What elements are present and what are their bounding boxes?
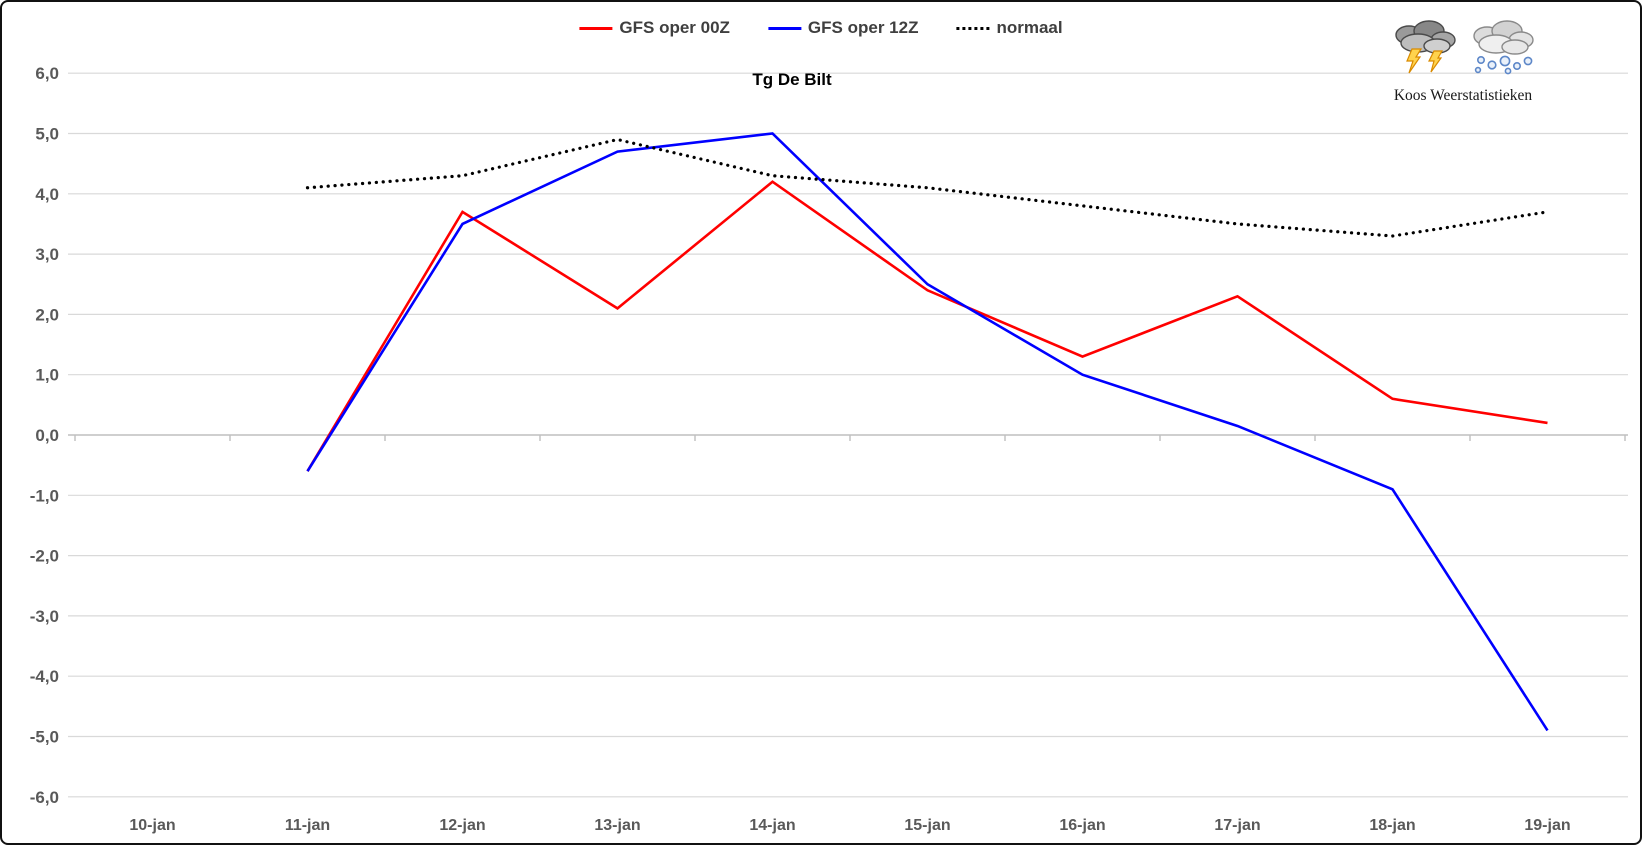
chart-title: Tg De Bilt (752, 70, 832, 89)
x-tick-label: 17-jan (1214, 817, 1260, 834)
legend-label: GFS oper 00Z (619, 18, 730, 37)
y-tick-label: -4,0 (30, 667, 59, 686)
snow-cloud-icon (1465, 18, 1539, 81)
series-line-gfs-oper-00z (306, 180, 1548, 472)
legend-label: normaal (996, 18, 1063, 37)
legend-label: GFS oper 12Z (807, 18, 919, 37)
red-line-sample (579, 26, 613, 30)
legend-item-gfs-oper-00z: GFS oper 00Z (579, 18, 730, 38)
y-tick-label: 6,0 (35, 64, 59, 83)
series-line-gfs-oper-12z (306, 132, 1549, 732)
blue-line-sample (767, 26, 801, 30)
y-tick-label: 1,0 (35, 366, 59, 385)
branding-caption: Koos Weerstatistieken (1393, 87, 1533, 104)
x-tick-label: 14-jan (749, 817, 795, 834)
y-tick-label: 2,0 (35, 305, 59, 324)
y-tick-label: -6,0 (30, 788, 59, 807)
x-tick-label: 15-jan (904, 817, 950, 834)
x-tick-label: 10-jan (129, 817, 175, 834)
y-tick-label: -3,0 (30, 607, 59, 626)
x-tick-label: 11-jan (285, 817, 330, 834)
y-tick-label: 0,0 (35, 426, 59, 445)
x-tick-label: 19-jan (1524, 817, 1570, 834)
dotted-line-sample (956, 26, 990, 30)
chart-legend: GFS oper 00Z GFS oper 12Z normaal (579, 18, 1063, 38)
legend-item-normaal: normaal (956, 18, 1063, 38)
x-tick-label: 16-jan (1059, 817, 1105, 834)
x-tick-label: 13-jan (594, 817, 640, 834)
series-line-normaal (305, 137, 1550, 238)
y-tick-label: -5,0 (30, 728, 59, 747)
y-tick-label: -2,0 (30, 547, 59, 566)
x-tick-label: 18-jan (1369, 817, 1415, 834)
thunder-cloud-icon (1387, 18, 1461, 81)
y-tick-label: 5,0 (35, 125, 59, 144)
weather-icons (1370, 18, 1556, 81)
legend-item-gfs-oper-12z: GFS oper 12Z (767, 18, 919, 38)
branding-block: Koos Weerstatistieken (1370, 18, 1556, 105)
y-tick-label: 4,0 (35, 185, 59, 204)
y-tick-label: -1,0 (30, 486, 59, 505)
y-tick-label: 3,0 (35, 245, 59, 264)
x-tick-label: 12-jan (439, 817, 485, 834)
